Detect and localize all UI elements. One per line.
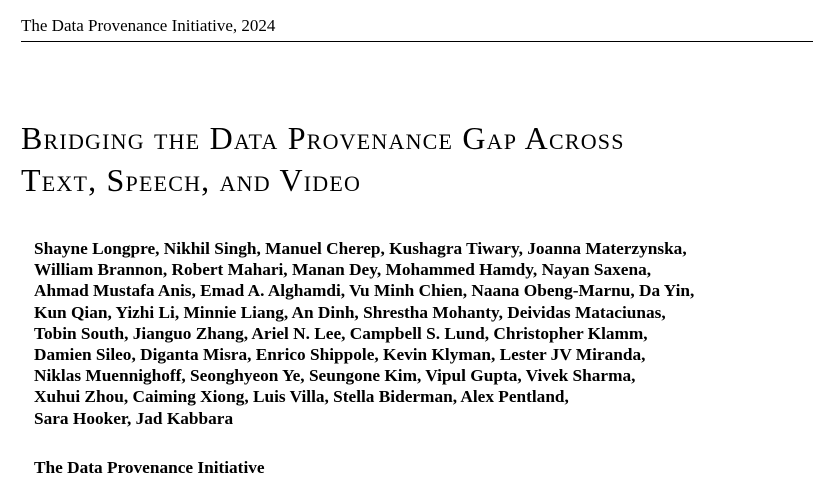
paper-title: Bridging the Data Provenance Gap Across … (21, 117, 625, 201)
author-line: Ahmad Mustafa Anis, Emad A. Alghamdi, Vu… (34, 281, 695, 301)
author-line: William Brannon, Robert Mahari, Manan De… (34, 260, 652, 280)
author-line: Damien Sileo, Diganta Misra, Enrico Ship… (34, 345, 646, 365)
author-line: Tobin South, Jianguo Zhang, Ariel N. Lee… (34, 323, 648, 343)
header-rule (21, 41, 813, 42)
paper-title-line: Text, Speech, and Video (21, 162, 362, 198)
author-line: Sara Hooker, Jad Kabbara (34, 408, 234, 428)
author-line: Shayne Longpre, Nikhil Singh, Manuel Che… (34, 239, 687, 258)
author-line: Kun Qian, Yizhi Li, Minnie Liang, An Din… (34, 302, 666, 322)
affiliation: The Data Provenance Initiative (34, 458, 265, 477)
paper-title-line: Bridging the Data Provenance Gap Across (21, 120, 625, 156)
author-line: Xuhui Zhou, Caiming Xiong, Luis Villa, S… (34, 387, 569, 407)
author-line: Niklas Muennighoff, Seonghyeon Ye, Seung… (34, 366, 636, 386)
running-header: The Data Provenance Initiative, 2024 (21, 16, 276, 35)
author-list: Shayne Longpre, Nikhil Singh, Manuel Che… (34, 238, 824, 429)
